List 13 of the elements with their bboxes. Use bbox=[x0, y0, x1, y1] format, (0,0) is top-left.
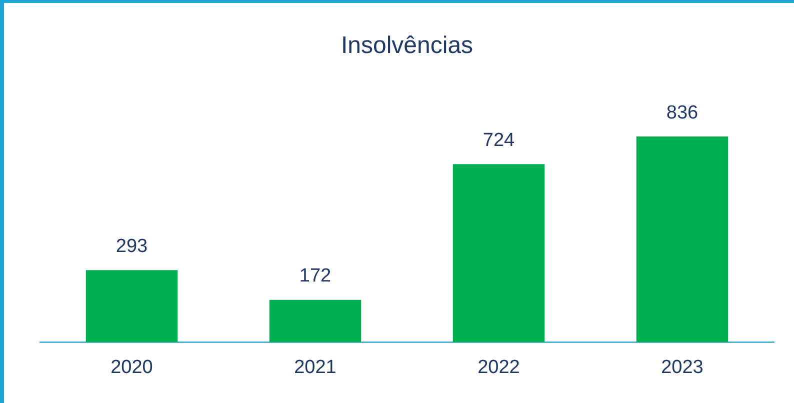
data-label: 836 bbox=[666, 102, 698, 124]
bar bbox=[269, 300, 362, 342]
data-label: 724 bbox=[482, 130, 516, 151]
bar bbox=[452, 164, 545, 342]
data-label: 172 bbox=[299, 266, 332, 287]
x-tick-label: 2023 bbox=[661, 356, 704, 378]
data-label: 293 bbox=[116, 236, 148, 257]
chart-title: Insolvências bbox=[340, 32, 474, 60]
x-tick-label: 2020 bbox=[110, 356, 153, 378]
bar bbox=[86, 270, 178, 342]
x-tick-label: 2021 bbox=[294, 356, 336, 378]
x-tick-label: 2022 bbox=[478, 356, 520, 378]
bar bbox=[636, 136, 728, 342]
